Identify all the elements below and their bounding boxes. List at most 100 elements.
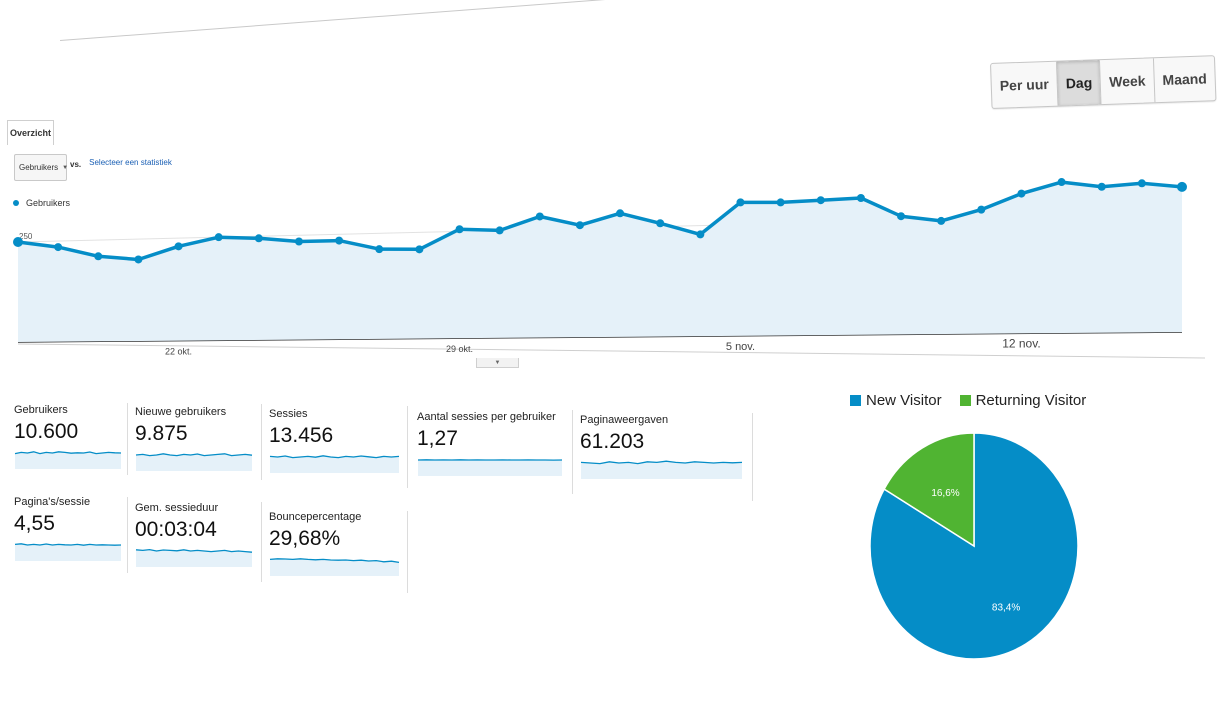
sparkline-line (135, 548, 253, 553)
vs-label: vs. (70, 160, 82, 169)
data-point[interactable] (1057, 178, 1066, 187)
scorecard-sparkline (269, 558, 400, 576)
scorecard-divider (261, 404, 262, 480)
granularity-hour-button[interactable]: Per uur (999, 75, 1050, 94)
pie-legend: New Visitor Returning Visitor (850, 392, 1086, 409)
sparkline-area (581, 461, 742, 479)
data-point[interactable] (1177, 181, 1187, 192)
data-point[interactable] (174, 242, 183, 251)
pie-legend-item-new[interactable]: New Visitor (850, 392, 942, 409)
data-point[interactable] (294, 237, 303, 246)
scorecard-label: Nieuwe gebruikers (135, 406, 227, 418)
data-point[interactable] (495, 226, 504, 235)
pie-slice-returning-visitor[interactable] (883, 432, 975, 548)
scorecard-value: 4,55 (14, 512, 55, 535)
scorecard[interactable]: Nieuwe gebruikers 9.875 (135, 406, 253, 471)
pie-legend-label-returning: Returning Visitor (975, 392, 1087, 409)
scorecard-divider (127, 497, 128, 573)
chevron-down-icon: ▼ (62, 164, 69, 171)
sparkline-area (270, 558, 399, 576)
users-timeline-chart: 500250 22 okt.29 okt.5 nov.12 nov. (13, 178, 1206, 359)
data-point[interactable] (1017, 189, 1026, 198)
scorecard-label: Pagina's/sessie (14, 496, 91, 508)
sparkline-area (418, 459, 562, 476)
collapse-chart-handle[interactable]: ▼ (476, 358, 519, 368)
x-tick-label: 22 okt. (165, 347, 192, 357)
sparkline-area (270, 455, 399, 473)
granularity-week-button[interactable]: Week (1099, 58, 1155, 105)
scorecard[interactable]: Gebruikers 10.600 (14, 404, 122, 469)
granularity-day-button[interactable]: Dag (1056, 60, 1101, 106)
chevron-down-icon: ▼ (494, 359, 501, 366)
scorecard[interactable]: Aantal sessies per gebruiker 1,27 (417, 411, 563, 476)
pie-slice-label: 16,6% (931, 488, 959, 499)
scorecard-value: 29,68% (269, 527, 341, 550)
data-point[interactable] (13, 237, 23, 247)
scorecard[interactable]: Pagina's/sessie 4,55 (14, 496, 122, 561)
sparkline-line (269, 558, 400, 564)
scorecard-value: 00:03:04 (135, 518, 217, 541)
data-point[interactable] (335, 236, 344, 245)
sparkline-area (15, 543, 121, 561)
scorecard[interactable]: Sessies 13.456 (269, 408, 400, 473)
data-point[interactable] (1137, 179, 1146, 188)
scorecard-divider (127, 403, 128, 475)
data-point[interactable] (254, 234, 263, 243)
scorecard-label: Gem. sessieduur (135, 502, 219, 514)
scorecard[interactable]: Gem. sessieduur 00:03:04 (135, 502, 253, 567)
data-point[interactable] (776, 198, 785, 207)
timeline-legend-label: Gebruikers (26, 198, 71, 208)
scorecard-value: 9.875 (135, 422, 188, 445)
data-point[interactable] (897, 212, 906, 221)
data-point[interactable] (214, 233, 223, 242)
granularity-month-button[interactable]: Maand (1152, 56, 1216, 103)
legend-swatch-returning (959, 395, 971, 406)
scorecard-label: Paginaweergaven (580, 414, 669, 426)
scorecard-divider (261, 502, 262, 582)
data-point[interactable] (134, 255, 143, 264)
scorecard-value: 10.600 (14, 420, 79, 443)
x-tick-label: 5 nov. (726, 341, 755, 353)
data-point[interactable] (375, 245, 384, 254)
data-point[interactable] (696, 230, 705, 239)
data-point[interactable] (1097, 182, 1106, 191)
scorecard-divider (407, 511, 408, 593)
data-point[interactable] (94, 252, 103, 261)
scorecard[interactable]: Paginaweergaven 61.203 (580, 414, 743, 479)
scorecard-sparkline (14, 543, 122, 561)
legend-swatch-new (850, 395, 861, 406)
data-point[interactable] (54, 243, 63, 252)
visitor-type-pie-chart: 83,4% 16,6% (869, 432, 1079, 660)
scorecard-divider (572, 410, 573, 494)
x-tick-label: 29 okt. (446, 344, 473, 354)
select-statistic-link[interactable]: Selecteer een statistiek (89, 158, 172, 167)
sparkline-line (580, 460, 743, 465)
data-point[interactable] (535, 212, 544, 221)
tab-overview[interactable]: Overzicht (7, 120, 54, 145)
scorecard-sparkline (417, 459, 563, 476)
scorecard[interactable]: Bouncepercentage 29,68% (269, 511, 400, 576)
data-point[interactable] (977, 205, 986, 214)
data-point[interactable] (616, 209, 625, 218)
data-point[interactable] (656, 219, 665, 228)
scorecard-sparkline (135, 453, 253, 471)
metric-select[interactable]: Gebruikers ▼ (14, 154, 69, 181)
data-point[interactable] (937, 216, 946, 225)
data-point[interactable] (816, 196, 825, 205)
sparkline-line (14, 451, 122, 455)
pie-slice-label: 83,4% (992, 603, 1020, 614)
users-area-fill (18, 182, 1182, 342)
sparkline-line (14, 543, 122, 546)
data-point[interactable] (575, 221, 584, 230)
users-series-line (17, 180, 1183, 262)
series-dot-icon (13, 200, 19, 206)
data-point[interactable] (856, 193, 865, 202)
scorecard-label: Sessies (269, 408, 308, 420)
scorecard-label: Bouncepercentage (269, 511, 362, 523)
data-point[interactable] (455, 225, 464, 234)
scorecard-sparkline (580, 460, 743, 479)
pie-legend-item-returning[interactable]: Returning Visitor (959, 392, 1087, 409)
data-point[interactable] (415, 245, 424, 254)
data-point[interactable] (736, 198, 745, 207)
x-tick-label: 12 nov. (1002, 336, 1040, 350)
